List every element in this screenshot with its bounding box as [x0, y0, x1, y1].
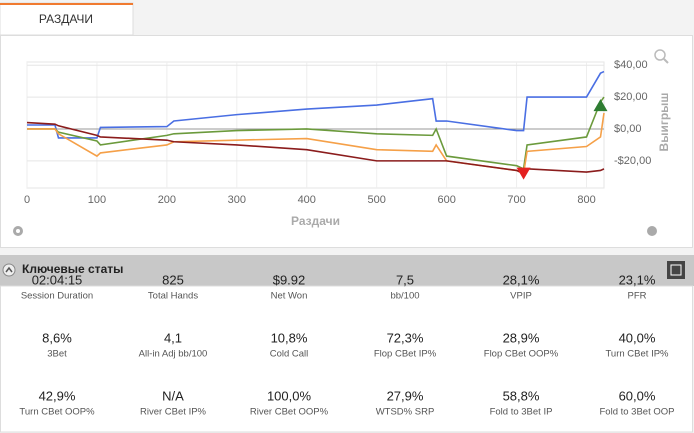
plot: 0 100 200 300 400 500 600 700 800 -$20,00 $0,00 $20… — [24, 59, 671, 228]
x-tick-label: 800 — [577, 194, 595, 206]
y-tick-label: $20,00 — [614, 91, 648, 103]
x-tick-label: 500 — [368, 194, 386, 206]
stat-value: 72,3% — [387, 330, 424, 345]
series-line — [27, 70, 605, 139]
x-tick-label: 100 — [88, 194, 106, 206]
stat-value: 825 — [162, 272, 184, 287]
stat-label: 3Bet — [47, 349, 67, 360]
stat-label: Flop CBet IP% — [374, 349, 437, 360]
y-axis-label: Выигрыш — [657, 93, 671, 152]
stat-label: Cold Call — [270, 349, 309, 360]
x-tick-label: 600 — [437, 194, 455, 206]
x-tick-label: 0 — [24, 194, 30, 206]
stat-label: PFR — [628, 291, 647, 302]
stat-label: Session Duration — [21, 291, 93, 302]
stat-value: 58,8% — [503, 388, 540, 403]
marker — [516, 167, 531, 180]
stat-label: Flop CBet OOP% — [484, 349, 559, 360]
stat-label: bb/100 — [390, 291, 419, 302]
stat-label: Total Hands — [148, 291, 198, 302]
collapse-arrow — [5, 266, 13, 273]
stats-grid: 02:04:15 Session Duration 825 Total Hands $9… — [19, 272, 674, 417]
layout-button[interactable] — [667, 261, 685, 279]
tab-accent — [0, 3, 133, 5]
stat-value: 7,5 — [396, 272, 414, 287]
stat-label: Fold to 3Bet IP — [490, 407, 553, 418]
stat-label: VPIP — [510, 291, 532, 302]
stat-value: 27,9% — [387, 388, 424, 403]
x-tick-label: 300 — [228, 194, 246, 206]
tab[interactable] — [0, 2, 134, 36]
stat-label: River CBet IP% — [140, 407, 207, 418]
series-line — [27, 112, 605, 175]
stat-label: Fold to 3Bet OOP — [600, 407, 675, 418]
x-axis-label: Раздачи — [291, 214, 340, 228]
zoom-handle — [663, 58, 669, 64]
stat-label: All-in Adj bb/100 — [139, 349, 208, 360]
x-tick-label: 700 — [507, 194, 525, 206]
stat-value: N/A — [162, 388, 184, 403]
stat-value: 10,8% — [271, 330, 308, 345]
zoom-icon[interactable] — [654, 49, 666, 61]
plot-area — [26, 61, 605, 189]
stats-panel — [0, 285, 693, 433]
stat-value: 8,6% — [42, 330, 72, 345]
y-tick-label: $40,00 — [614, 59, 648, 71]
stat-value: 60,0% — [619, 388, 656, 403]
stat-value: 100,0% — [267, 388, 312, 403]
stat-label: Turn CBet IP% — [605, 349, 669, 360]
layout-icon — [670, 264, 682, 276]
stat-value: $9.92 — [273, 272, 306, 287]
settings-hole — [16, 229, 20, 233]
stat-value: 40,0% — [619, 330, 656, 345]
tab-label[interactable]: РАЗДАЧИ — [39, 12, 93, 26]
y-tick-label: -$20,00 — [614, 155, 651, 167]
stat-label: Turn CBet OOP% — [19, 407, 95, 418]
series-line — [27, 96, 605, 171]
x-tick-label: 200 — [158, 194, 176, 206]
stat-label: Net Won — [271, 291, 308, 302]
stat-value: 42,9% — [39, 388, 76, 403]
marker — [593, 99, 608, 112]
stat-value: 02:04:15 — [32, 272, 83, 287]
y-tick-label: $0,00 — [614, 123, 642, 135]
stat-value: 28,1% — [503, 272, 540, 287]
info-icon[interactable] — [647, 226, 657, 236]
collapse-button[interactable] — [2, 263, 16, 277]
x-tick-label: 400 — [298, 194, 316, 206]
stat-value: 4,1 — [164, 330, 182, 345]
stat-label: River CBet OOP% — [250, 407, 329, 418]
stat-value: 28,9% — [503, 330, 540, 345]
stats-header — [0, 255, 694, 286]
stat-label: WTSD% SRP — [376, 407, 435, 418]
stat-value: 23,1% — [619, 272, 656, 287]
stats-title: Ключевые статы — [22, 262, 123, 276]
